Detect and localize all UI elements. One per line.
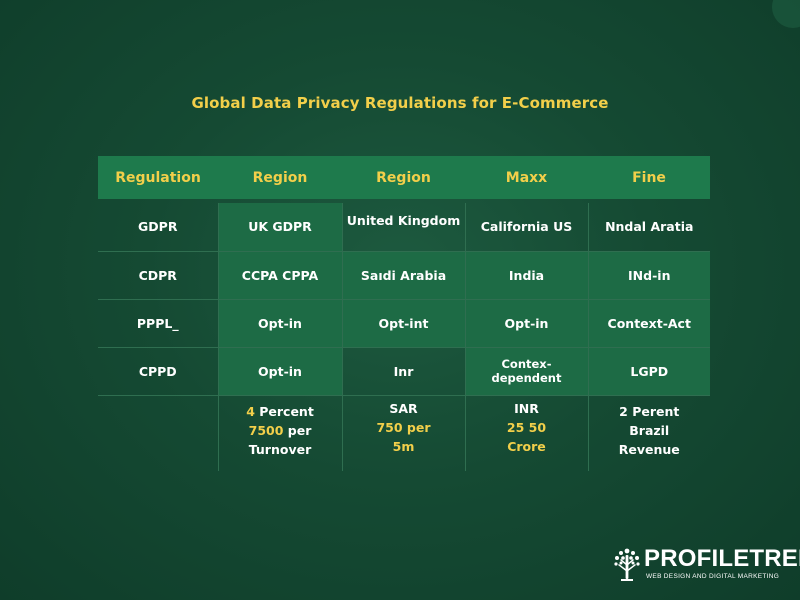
table-cell: CCPA CPPA [218, 251, 343, 300]
fine-text: Brazil [629, 422, 670, 438]
table-cell: Nndal Aratia [588, 203, 710, 252]
table-cell: UK GDPR [218, 203, 343, 252]
table-cell: Context-Act [588, 299, 710, 348]
column-header: Regulation [98, 156, 218, 199]
fine-value: Crore [507, 438, 546, 454]
fine-text: Percent [254, 403, 314, 419]
page-title: Global Data Privacy Regulations for E-Co… [191, 94, 609, 112]
column-header: Maxx [465, 156, 588, 199]
column-header: Region [218, 156, 342, 199]
tree-icon [614, 548, 640, 581]
table-cell: 4 Percent 7500 per Turnover [218, 395, 343, 471]
fine-text: per [283, 422, 312, 438]
table-cell: Opt-in [465, 299, 589, 348]
profiletree-logo: PROFILETREE WEB DESIGN AND DIGITAL MARKE… [612, 546, 800, 586]
fine-text: Turnover [248, 441, 312, 457]
table-cell: Saıdi Arabia [342, 251, 466, 300]
table-cell: CDPR [98, 251, 219, 300]
fine-text: SAR [389, 400, 418, 416]
table-cell: PPPL_ [98, 299, 219, 348]
table-cell: California US [465, 203, 589, 252]
table-cell: India [465, 251, 589, 300]
table-row: CPPD Opt-in Inr Contex-dependent LGPD [98, 347, 710, 396]
table-cell: Opt-int [342, 299, 466, 348]
fine-value: 750 per [376, 419, 431, 435]
table-cell: Inr [342, 347, 466, 396]
fine-text: INR [514, 400, 539, 416]
table-cell: United Kingdom [342, 203, 466, 252]
fine-value: 25 50 [506, 419, 547, 435]
table-cell: SAR 750 per 5m [342, 395, 466, 471]
table-cell: Opt-in [218, 347, 343, 396]
table-row: GDPR UK GDPR United Kingdom California U… [98, 203, 710, 252]
table-cell: Contex-dependent [465, 347, 589, 396]
fine-text: Revenue [618, 441, 680, 457]
decorative-circle [772, 0, 800, 28]
logo-wordmark: PROFILETREE [644, 545, 800, 572]
fine-text: 2 Perent [619, 403, 680, 419]
table-cell: CPPD [98, 347, 219, 396]
table-cell: LGPD [588, 347, 710, 396]
table-cell: INR 25 50 Crore [465, 395, 589, 471]
table-row: 4 Percent 7500 per Turnover SAR 750 per … [98, 395, 710, 471]
table-cell: 2 Perent Brazil Revenue [588, 395, 710, 471]
table-cell-empty [98, 395, 219, 471]
table-row: PPPL_ Opt-in Opt-int Opt-in Context-Act [98, 299, 710, 348]
regulations-table: Regulation Region Region Maxx Fine GDPR … [98, 156, 710, 471]
column-header: Region [342, 156, 465, 199]
table-cell: GDPR [98, 203, 219, 252]
table-header-row: Regulation Region Region Maxx Fine [98, 156, 710, 199]
fine-value: 4 [246, 403, 255, 419]
fine-value: 7500 [248, 422, 284, 438]
table-cell: INd-in [588, 251, 710, 300]
table-cell: Opt-in [218, 299, 343, 348]
logo-tagline: WEB DESIGN AND DIGITAL MARKETING [646, 573, 780, 580]
column-header: Fine [588, 156, 710, 199]
fine-value: 5m [392, 438, 415, 454]
table-row: CDPR CCPA CPPA Saıdi Arabia India INd-in [98, 251, 710, 300]
